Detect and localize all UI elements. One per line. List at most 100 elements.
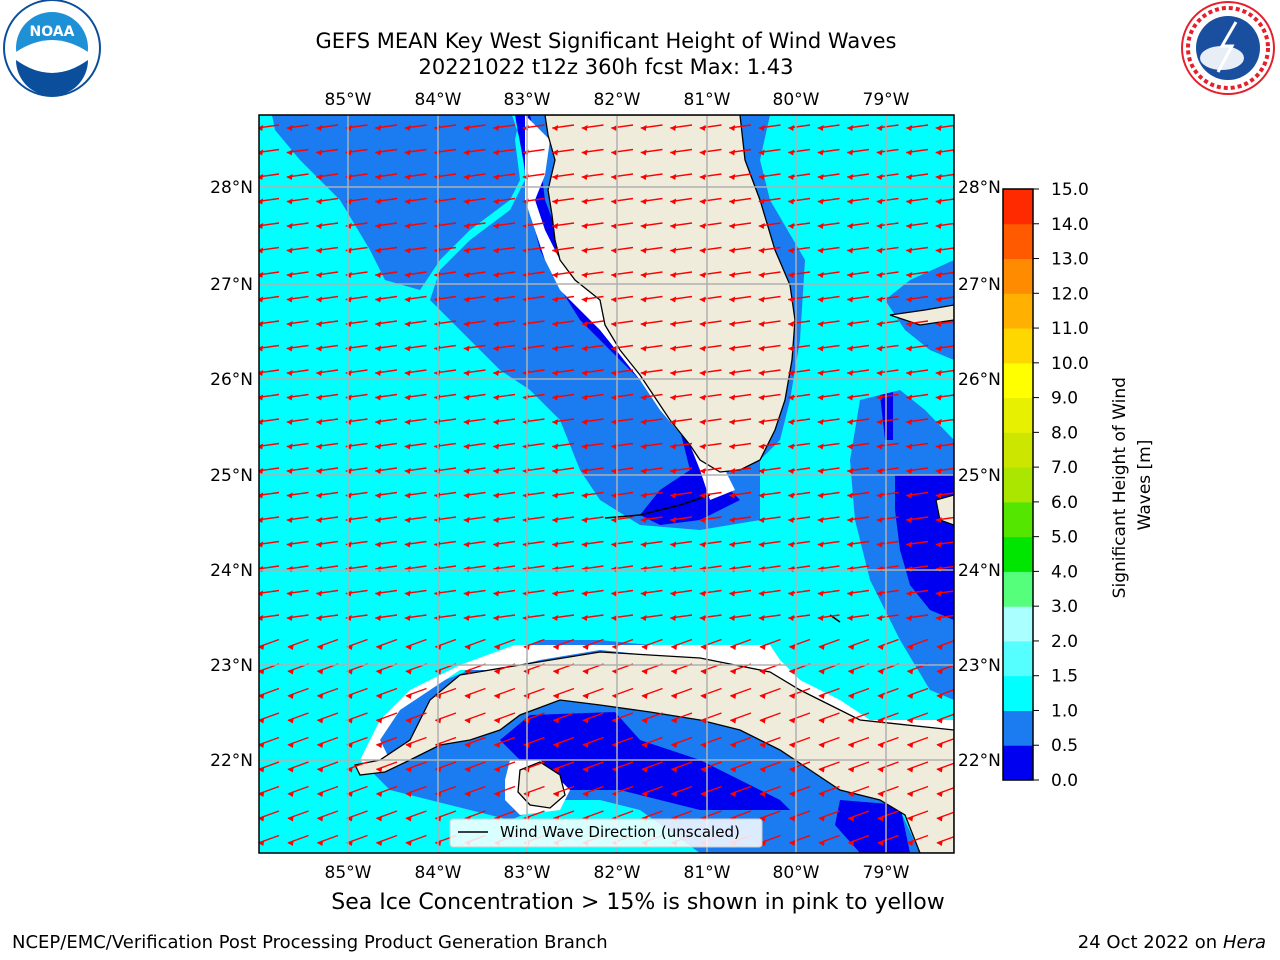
wave-arrow — [847, 222, 870, 230]
wave-arrow — [699, 369, 722, 377]
wave-arrow — [758, 271, 781, 279]
wave-arrow — [936, 689, 954, 700]
wave-arrow — [789, 761, 811, 773]
wave-arrow — [906, 124, 929, 132]
colorbar-segment — [1003, 640, 1033, 677]
wave-arrow — [876, 369, 899, 377]
wave-arrow — [376, 687, 398, 700]
wave-arrow — [404, 344, 427, 352]
wave-arrow — [788, 222, 811, 230]
wave-arrow — [375, 516, 398, 524]
wave-arrow — [907, 638, 929, 651]
wave-arrow — [907, 736, 929, 749]
wave-arrow — [287, 834, 309, 847]
wave-arrow — [346, 834, 368, 847]
wave-arrow — [729, 295, 752, 303]
wave-arrow — [316, 442, 339, 450]
wave-arrow — [376, 785, 398, 798]
wave-arrow — [581, 246, 604, 254]
wave-arrow — [817, 491, 840, 499]
colorbar-segment — [1003, 536, 1033, 572]
wave-arrow — [259, 222, 280, 230]
wave-arrow — [552, 320, 575, 328]
wave-arrow — [876, 173, 899, 181]
wave-arrow — [847, 197, 870, 205]
wave-arrow — [670, 540, 693, 548]
wave-arrow — [404, 320, 427, 328]
wave-arrow — [553, 687, 575, 700]
wave-arrow — [640, 173, 663, 181]
colorbar-label: Significant Height of Wind Waves [m] — [1110, 372, 1155, 599]
wave-arrow — [259, 148, 280, 156]
wave-arrow — [346, 687, 368, 700]
wave-arrow — [906, 467, 929, 475]
wave-arrow — [641, 687, 663, 700]
wave-arrow — [699, 344, 722, 352]
wave-arrow — [876, 589, 899, 597]
wave-arrow — [581, 393, 604, 401]
colorbar-segment — [1003, 362, 1033, 399]
lat-tick-left: 22°N — [210, 751, 253, 771]
wave-arrow — [581, 467, 604, 475]
wave-arrow — [611, 173, 634, 181]
wave-arrow — [552, 197, 575, 205]
wave-arrow — [611, 418, 634, 426]
wave-arrow — [788, 516, 811, 524]
wave-arrow — [670, 148, 693, 156]
wave-arrow — [788, 295, 811, 303]
wave-arrow — [259, 491, 280, 499]
wave-arrow — [375, 418, 398, 426]
wave-arrow — [877, 810, 899, 822]
wave-arrow — [729, 589, 752, 597]
wave-arrow — [729, 442, 752, 450]
wave-arrow — [552, 418, 575, 426]
lat-tick-right: 26°N — [958, 370, 1001, 390]
wave-arrow — [936, 713, 954, 724]
wave-arrow — [404, 589, 427, 597]
wave-arrow — [286, 222, 309, 230]
map-plot — [259, 115, 954, 853]
wave-arrow — [553, 761, 575, 773]
colorbar: 0.0 0.5 1.0 1.5 2.0 3.0 4.0 5.0 6.0 7.0 8.0 9.0 10.0… — [1002, 180, 1089, 791]
wave-arrow — [847, 369, 870, 377]
wave-arrow — [699, 614, 722, 622]
colorbar-label-line2: Waves [m] — [1135, 440, 1155, 531]
wave-arrow — [847, 614, 870, 622]
wave-arrow — [375, 124, 398, 132]
wave-arrow — [848, 810, 870, 822]
lon-tick-top: 79°W — [863, 90, 910, 110]
colorbar-tick: 1.0 — [1051, 701, 1078, 721]
wave-arrow — [818, 834, 840, 847]
wave-arrow — [404, 124, 427, 132]
wave-arrow — [582, 761, 604, 773]
wave-arrow — [316, 393, 339, 401]
wave-arrow — [788, 124, 811, 132]
wave-arrow — [789, 736, 811, 749]
wave-arrow — [759, 712, 781, 724]
nws-logo — [1181, 1, 1275, 95]
wave-arrow — [375, 393, 398, 401]
wave-arrow — [699, 124, 722, 132]
wave-arrow — [552, 124, 575, 132]
wave-arrow — [404, 148, 427, 156]
wave-arrow — [906, 271, 929, 279]
wave-arrow — [581, 491, 604, 499]
wave-arrow — [758, 589, 781, 597]
wave-arrow — [375, 442, 398, 450]
wave-arrow — [640, 197, 663, 205]
wave-arrow — [376, 712, 398, 724]
wave-arrow — [729, 222, 752, 230]
wave-arrow — [611, 295, 634, 303]
lon-tick-bottom: 83°W — [504, 863, 551, 883]
wave-arrow — [463, 418, 486, 426]
wave-arrow — [789, 785, 811, 798]
wave-arrow — [758, 442, 781, 450]
lat-tick-right: 24°N — [958, 561, 1001, 581]
wave-arrow — [552, 614, 575, 622]
wave-arrow — [700, 687, 722, 700]
wave-arrow — [640, 124, 663, 132]
wave-arrow — [848, 785, 870, 798]
wave-arrow — [463, 614, 486, 622]
lon-tick-top: 85°W — [325, 90, 372, 110]
wave-arrow — [730, 785, 752, 798]
